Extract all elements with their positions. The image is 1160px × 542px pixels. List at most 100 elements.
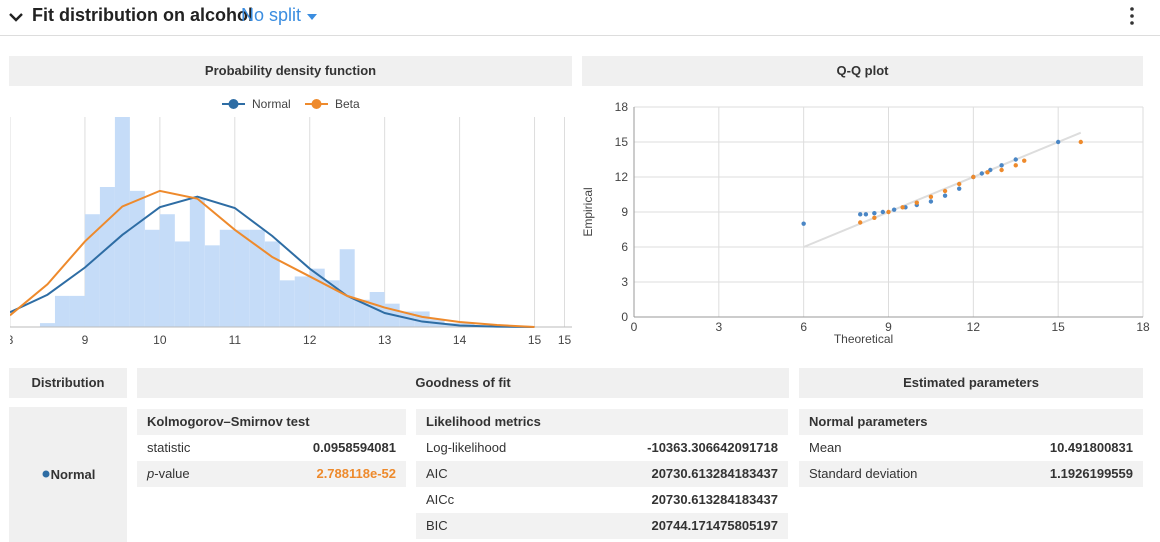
histogram-bar (69, 295, 85, 327)
metric-row: statistic 0.0958594081 (137, 435, 406, 461)
qq-point (971, 174, 976, 180)
metric-label: Mean (809, 440, 842, 455)
metric-label: p-value (147, 466, 190, 481)
metric-value: 20730.613284183437 (651, 466, 778, 481)
histogram-bar (174, 241, 190, 327)
x-tick-label: 8 (10, 333, 14, 347)
legend-label: Beta (335, 97, 360, 111)
qq-point (891, 207, 897, 212)
header-title: Fit distribution on alcohol (32, 5, 253, 25)
histogram-bar (204, 245, 220, 327)
histogram-bar (324, 280, 340, 327)
metric-row: AIC 20730.613284183437 (416, 461, 788, 487)
y-tick-label: 0 (621, 310, 628, 324)
histogram-bar (84, 214, 100, 327)
metric-value: 20744.171475805197 (651, 518, 778, 533)
metric-row: Standard deviation 1.1926199559 (799, 461, 1143, 487)
qq-point (928, 194, 934, 200)
x-tick-label: 0 (631, 320, 638, 334)
collapse-icon[interactable] (8, 10, 24, 24)
x-tick-label: 15 (1051, 320, 1065, 334)
metric-label: statistic (147, 440, 191, 455)
histogram-bar (339, 249, 355, 327)
x-tick-label: 6 (800, 320, 807, 334)
distribution-name: Normal (50, 467, 96, 482)
histogram-bar (399, 311, 415, 327)
histogram-bar (144, 229, 160, 327)
distribution-cell: Normal (9, 407, 127, 542)
metric-row: BIC 20744.171475805197 (416, 513, 788, 539)
dropdown-arrow[interactable] (306, 13, 318, 21)
histogram-bar (219, 229, 235, 327)
qq-point (863, 212, 869, 217)
qq-point (872, 210, 877, 216)
qq-point (999, 167, 1004, 173)
histogram-bar (354, 299, 370, 327)
density-curve (10, 195, 535, 328)
histogram-bar (54, 295, 70, 327)
legend-marker (311, 99, 322, 109)
qq-point (1022, 158, 1027, 163)
pdf-chart: 8 9 10 11 12 13 14 15 15 Normal Beta (10, 97, 572, 347)
section-title: Likelihood metrics (416, 409, 788, 435)
histogram-bar (249, 229, 265, 327)
y-tick-label: 9 (621, 205, 628, 219)
histogram-bar (189, 198, 205, 327)
histogram-bar (159, 214, 175, 327)
histogram-bar (114, 117, 130, 327)
qq-point (956, 181, 962, 187)
metric-label: AIC (426, 466, 448, 481)
x-tick-label: 10 (153, 333, 167, 347)
column-header: Distribution (9, 368, 127, 398)
x-tick-label: 15 (558, 333, 572, 347)
section-title-text: Likelihood metrics (426, 414, 541, 429)
metric-label: Log-likelihood (426, 440, 507, 455)
x-tick-label: 12 (967, 320, 981, 334)
qq-point (900, 205, 905, 210)
metric-value: 1.1926199559 (1049, 466, 1133, 481)
qq-point (956, 186, 962, 191)
metric-value: 20730.613284183437 (651, 492, 778, 507)
y-axis-label: Empirical (582, 187, 595, 236)
qq-chart: 0 3 6 9 12 15 18 0 3 6 9 12 15 18 Theoretical Empirical (582, 100, 1150, 346)
split-dropdown[interactable]: No split (241, 5, 318, 26)
qq-point (872, 215, 877, 221)
histogram-bar (279, 280, 295, 327)
histogram-bar (39, 323, 55, 327)
qq-point (858, 212, 863, 217)
section-title: Kolmogorov–Smirnov test (137, 409, 406, 435)
x-tick-label: 18 (1136, 320, 1150, 334)
qq-point (858, 220, 863, 225)
section-title: Normal parameters (799, 409, 1143, 435)
qq-point (1013, 163, 1018, 168)
menu-icon[interactable] (1128, 6, 1136, 26)
histogram-bar (294, 276, 310, 327)
header-bar: Fit distribution on alcohol No split (0, 0, 1160, 36)
metric-label: Standard deviation (809, 466, 918, 481)
metric-value: 0.0958594081 (312, 440, 396, 455)
density-curve (10, 189, 535, 328)
x-axis-label: Theoretical (834, 332, 893, 346)
qq-point (999, 163, 1004, 168)
y-tick-label: 15 (615, 135, 629, 149)
metric-row: AICc 20730.613284183437 (416, 487, 788, 513)
histogram-bar (129, 190, 145, 327)
x-tick-label: 9 (885, 320, 892, 334)
histogram-bar (99, 187, 115, 327)
reference-line (803, 131, 1082, 248)
qq-point (1078, 139, 1083, 145)
x-tick-label: 15 (528, 333, 542, 347)
qq-point (942, 193, 948, 198)
qq-point (942, 188, 948, 194)
metric-label: AICc (426, 492, 455, 507)
metric-row: p-value 2.788118e-52 (137, 461, 406, 487)
panel-title: Q-Q plot (582, 56, 1143, 86)
qq-point (985, 170, 990, 175)
qq-point (1055, 139, 1061, 145)
split-label[interactable]: No split (241, 5, 302, 25)
qq-point (914, 200, 919, 205)
metric-value: 2.788118e-52 (316, 466, 396, 481)
metric-value: 10.491800831 (1049, 440, 1133, 455)
legend-marker (228, 99, 239, 109)
histogram-bar (264, 241, 280, 327)
